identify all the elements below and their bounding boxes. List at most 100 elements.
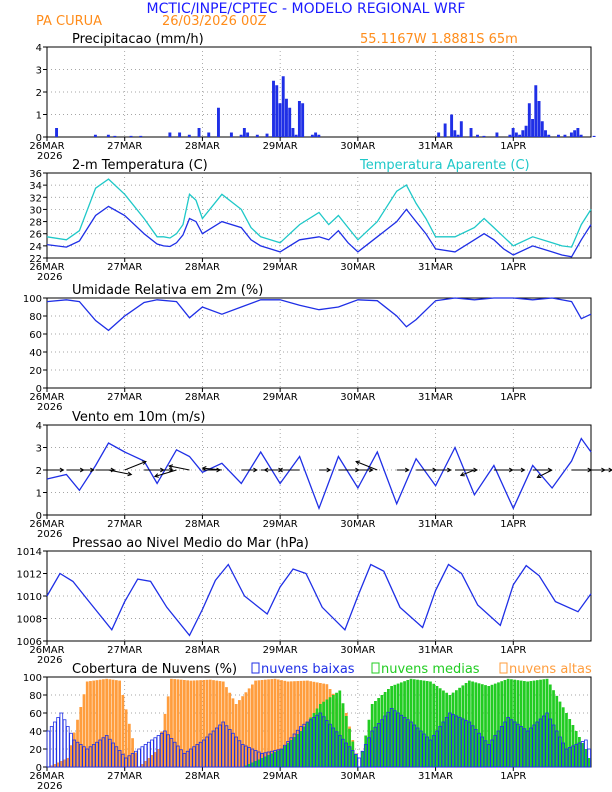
cloud-bar	[266, 751, 271, 768]
cloud-bar	[403, 681, 406, 767]
cloud-bar	[283, 680, 287, 767]
cloud-bar	[250, 748, 255, 768]
cloud-bar	[318, 712, 323, 768]
pressure-xtick-label: 29MAR	[263, 645, 298, 656]
cloud-bar	[257, 751, 261, 768]
cloud-bar	[455, 690, 458, 767]
cloud-bar	[552, 690, 555, 767]
cloud-bar	[522, 728, 527, 768]
cloud-bar	[483, 740, 488, 768]
cloud-bar	[493, 683, 497, 767]
cloud-bar	[335, 692, 338, 767]
clouds-ytick-label: 0	[36, 763, 42, 774]
precip-bar	[246, 132, 250, 137]
precip-bar	[569, 132, 573, 137]
precip-bar	[459, 121, 463, 137]
cloud-bar	[577, 742, 582, 768]
cloud-bar	[121, 753, 125, 768]
cloud-bar	[95, 680, 99, 767]
precip-bar	[317, 134, 321, 137]
cloud-bar	[179, 749, 183, 768]
cloud-bar	[163, 713, 167, 767]
clouds-ytick-label: 20	[29, 745, 42, 756]
precip-bar	[592, 135, 596, 137]
precip-bar	[168, 132, 172, 137]
humidity-ytick-label: 100	[23, 294, 42, 305]
cloud-bar	[506, 717, 510, 768]
cloud-bar	[435, 686, 439, 767]
cloud-bar	[539, 679, 542, 767]
wind-arrow-head	[263, 467, 269, 473]
precip-bar	[281, 76, 285, 137]
humidity-year-label: 2026	[37, 402, 62, 413]
temp-ytick-label: 26	[29, 230, 42, 241]
cloud-bar	[344, 716, 348, 767]
cloud-bar	[244, 692, 248, 767]
cloud-bar	[163, 730, 167, 768]
precip-bar	[275, 85, 279, 137]
cloud-bar	[208, 733, 213, 768]
cloud-bar	[218, 681, 222, 767]
cloud-bar	[325, 720, 329, 768]
clouds-xtick-label: 27MAR	[107, 771, 142, 782]
cloud-bar	[347, 746, 352, 768]
cloud-bar	[205, 679, 209, 767]
cloud-bar	[338, 690, 342, 767]
cloud-bar	[396, 683, 400, 767]
cloud-bar	[75, 741, 80, 768]
cloud-bar	[56, 717, 60, 768]
precip-bar	[508, 134, 512, 137]
cloud-bar	[308, 719, 313, 768]
cloud-bar	[493, 735, 498, 768]
wind-arrow-head	[520, 467, 526, 473]
cloud-bar	[79, 707, 83, 767]
cloud-bar	[451, 714, 455, 768]
cloud-bar	[117, 750, 122, 768]
cloud-bar	[296, 681, 300, 767]
cloud-bar	[580, 741, 585, 768]
precip-bar	[301, 103, 305, 137]
cloud-bar	[312, 713, 316, 767]
cloud-bar	[221, 721, 226, 768]
precip-bar	[527, 103, 531, 137]
cloud-bar	[91, 744, 96, 768]
wind-xtick-label: 28MAR	[185, 519, 220, 530]
cloud-bar	[503, 721, 507, 768]
cloud-bar	[212, 680, 215, 767]
clouds-panel: 0 20 40 60 80 100 26MAR 27MAR 28MAR 29MAR 30MAR 31M…	[23, 662, 592, 792]
temp-ytick-label: 22	[29, 254, 42, 265]
cloud-bar	[257, 680, 261, 767]
cloud-bar	[176, 745, 180, 768]
wind-arrow-head	[278, 467, 283, 473]
cloud-bar	[69, 745, 73, 767]
cloud-bar	[111, 679, 115, 767]
cloud-legend-label: nuvens medias	[381, 662, 480, 677]
precip-title: Precipitacao (mm/h)	[72, 32, 204, 47]
cloud-bar	[344, 742, 349, 768]
cloud-bar	[82, 746, 86, 768]
cloud-bar	[147, 758, 151, 767]
pressure-ytick-label: 1008	[17, 615, 42, 626]
cloud-bar	[172, 741, 177, 768]
cloud-bar	[286, 741, 290, 768]
cloud-bar	[251, 762, 254, 767]
cloud-bar	[289, 740, 293, 767]
cloud-bar	[526, 681, 529, 767]
cloud-bar	[406, 680, 410, 767]
precip-bar	[314, 132, 318, 137]
cloud-bar	[373, 726, 378, 768]
cloud-bar	[399, 682, 403, 767]
temp-xtick-label: 31MAR	[418, 262, 453, 273]
cloud-bar	[295, 729, 300, 768]
cloud-bar	[260, 758, 264, 767]
cloud-bar	[442, 690, 445, 767]
wind-arrow-head	[168, 467, 174, 473]
cloud-bar	[127, 755, 132, 768]
cloud-bar	[354, 753, 358, 768]
cloud-bar	[244, 745, 248, 768]
cloud-bar	[131, 738, 134, 767]
humidity-series-0	[46, 297, 592, 332]
cloud-bar	[474, 729, 478, 768]
cloud-bar	[267, 755, 270, 767]
precip-bar	[482, 135, 486, 137]
